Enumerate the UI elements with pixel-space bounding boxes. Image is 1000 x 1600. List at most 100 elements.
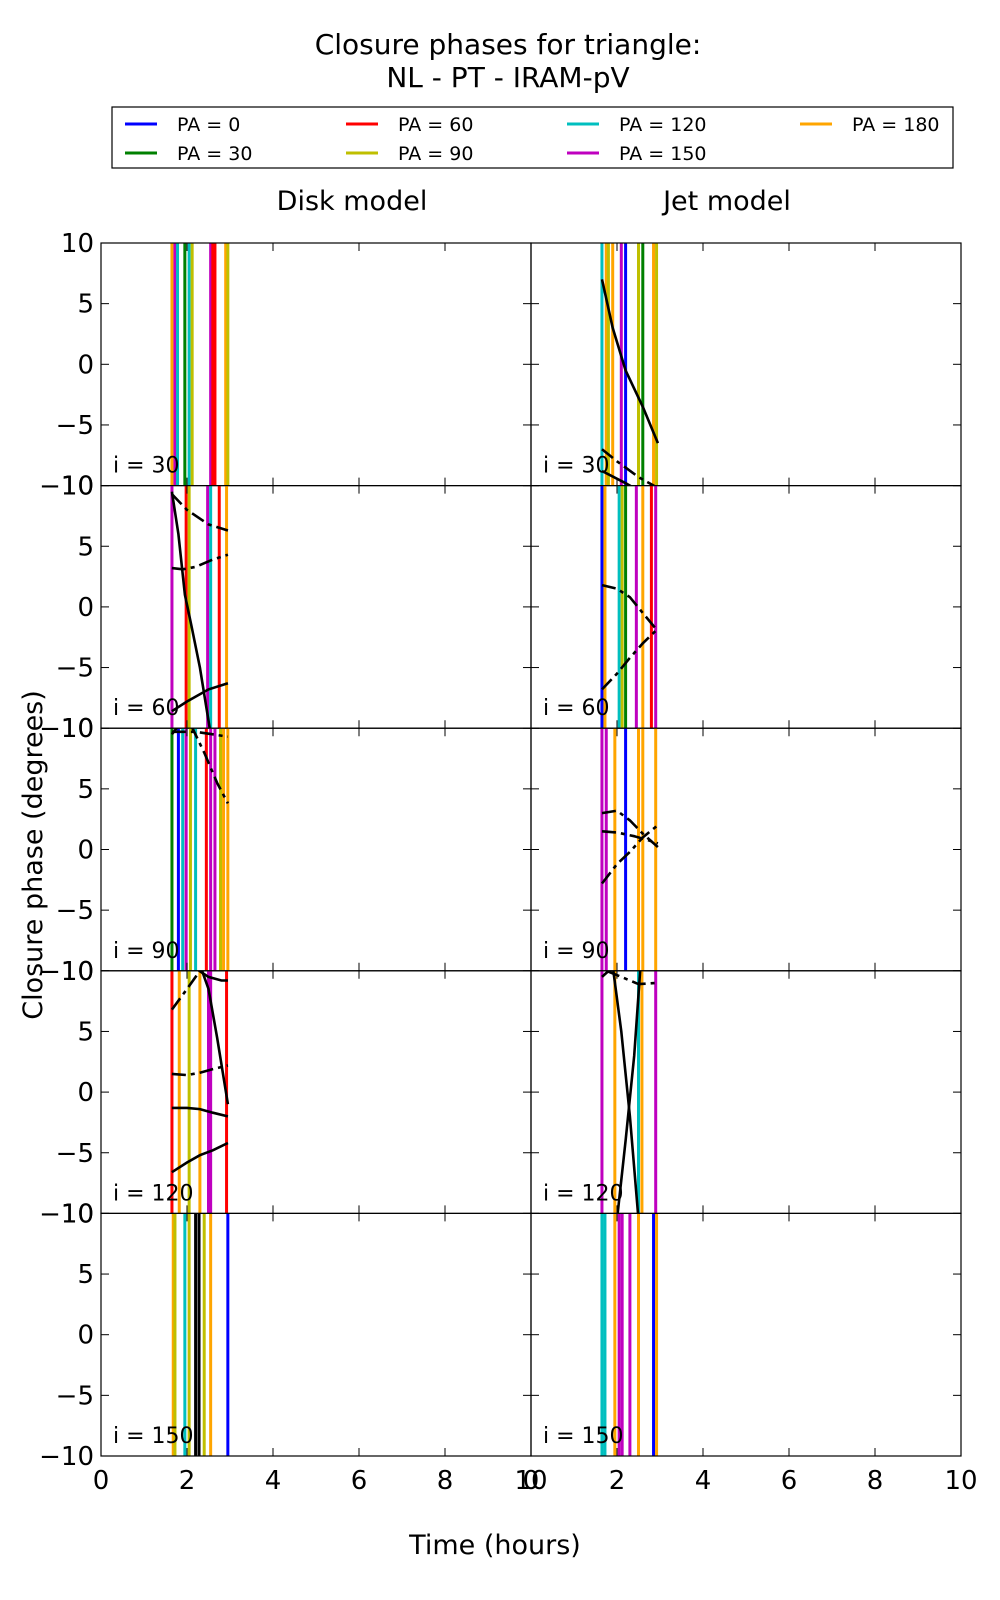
- panel-frame: [100, 970, 532, 1214]
- panel-jet-row-3: [600, 728, 659, 971]
- panel-frame: [100, 485, 532, 729]
- column-title-disk: Disk model: [277, 186, 428, 217]
- y-tick-label: 0: [77, 1321, 94, 1351]
- legend-label: PA = 30: [177, 143, 252, 165]
- closure-phase-curve: [601, 830, 659, 845]
- x-axis-label: Time (hours): [408, 1530, 581, 1561]
- legend: PA = 0 PA = 30 PA = 60 PA = 90 PA = 120 PA = …: [111, 106, 954, 169]
- panel-inclination-label: i = 90: [543, 939, 610, 964]
- panel-frame: [530, 1212, 962, 1457]
- y-tick-label: 0: [77, 1078, 94, 1108]
- panel-frame: [530, 242, 962, 487]
- y-tick-label: −10: [39, 472, 94, 502]
- panel-jet-row-5: [600, 1213, 659, 1456]
- closure-phase-curve: [601, 627, 659, 691]
- y-tick-label: −5: [56, 411, 94, 441]
- y-axis-label: Closure phase (degrees): [18, 690, 49, 1020]
- panel-jet-row-1: [600, 243, 660, 486]
- panel-inclination-label: i = 90: [113, 939, 180, 964]
- closure-phase-curve: [612, 970, 640, 1214]
- panel-inclination-label: i = 60: [113, 696, 180, 721]
- x-tick-label: 2: [179, 1466, 196, 1496]
- panel-inclination-label: i = 30: [543, 454, 610, 479]
- closure-phase-curve: [601, 809, 659, 849]
- y-tick-label: 5: [77, 1260, 94, 1290]
- panel-inclination-label: i = 60: [543, 696, 610, 721]
- y-tick-label: 5: [77, 775, 94, 805]
- panel-frame: [530, 485, 962, 729]
- legend-label: PA = 180: [852, 114, 940, 136]
- y-tick-label: −5: [56, 654, 94, 684]
- column-title-jet: Jet model: [661, 186, 791, 217]
- y-tick-label: −5: [56, 896, 94, 926]
- panel-inclination-label: i = 150: [113, 1424, 194, 1449]
- panel-frame: [100, 1212, 532, 1457]
- closure-phase-curve: [601, 583, 659, 633]
- y-tick-label: 5: [77, 290, 94, 320]
- x-tick-label: 0: [523, 1466, 540, 1496]
- y-tick-label: −10: [39, 957, 94, 987]
- closure-phase-curve: [170, 491, 212, 729]
- legend-label: PA = 150: [619, 143, 707, 165]
- legend-label: PA = 120: [619, 114, 707, 136]
- closure-phase-curve: [171, 1141, 229, 1174]
- panel-frame: [530, 970, 962, 1214]
- y-tick-label: 0: [77, 836, 94, 866]
- y-tick-label: 0: [77, 350, 94, 380]
- y-tick-label: 5: [77, 532, 94, 562]
- closure-phase-curve: [171, 730, 229, 738]
- closure-phase-curve: [601, 469, 633, 486]
- closure-phase-curve: [600, 279, 660, 444]
- closure-phase-curve: [600, 824, 659, 885]
- panel-inclination-label: i = 150: [543, 1424, 624, 1449]
- y-tick-label: 10: [61, 472, 94, 502]
- panel-disk-row-1: [170, 243, 230, 486]
- panel-jet-row-4: [600, 970, 658, 1214]
- legend-label: PA = 0: [177, 114, 240, 136]
- y-tick-label: 10: [61, 714, 94, 744]
- x-tick-label: 10: [944, 1466, 977, 1496]
- closure-phase-curve: [601, 448, 657, 486]
- panel-disk-row-4: [170, 970, 230, 1214]
- y-tick-label: 10: [61, 1199, 94, 1229]
- closure-phase-curve: [200, 970, 230, 1105]
- closure-phase-curve: [171, 682, 229, 713]
- panel-grid: i = 30 i = 30 10 5 0 −5 −10 i = 60 i = 60 10 5 0 −5 −…: [39, 229, 977, 1496]
- legend-label: PA = 60: [398, 114, 473, 136]
- y-tick-label: −5: [56, 1381, 94, 1411]
- x-tick-label: 2: [609, 1466, 626, 1496]
- panel-disk-row-5: [171, 1213, 230, 1456]
- x-tick-label: 0: [93, 1466, 110, 1496]
- y-tick-label: 10: [61, 957, 94, 987]
- panel-disk-row-2: [170, 485, 229, 729]
- x-tick-label: 4: [695, 1466, 712, 1496]
- y-tick-label: −10: [39, 714, 94, 744]
- y-tick-label: −10: [39, 1442, 94, 1472]
- closure-phase-curve: [171, 1064, 229, 1077]
- panel-frame: [100, 727, 532, 972]
- panel-inclination-label: i = 120: [113, 1181, 194, 1206]
- x-tick-label: 8: [437, 1466, 454, 1496]
- y-tick-label: −10: [39, 1199, 94, 1229]
- closure-phase-curve: [601, 970, 611, 978]
- closure-phase-curve: [171, 553, 229, 571]
- x-tick-label: 6: [781, 1466, 798, 1496]
- closure-phase-curve: [171, 1106, 229, 1118]
- legend-frame: [111, 106, 954, 169]
- panel-jet-row-2: [600, 485, 659, 729]
- panel-inclination-label: i = 120: [543, 1181, 624, 1206]
- y-tick-label: 0: [77, 593, 94, 623]
- figure-title-line2: NL - PT - IRAM-pV: [386, 61, 629, 94]
- y-tick-label: 5: [77, 1017, 94, 1047]
- closure-phase-curve: [616, 970, 642, 1214]
- x-tick-label: 6: [351, 1466, 368, 1496]
- closure-phase-curve: [170, 493, 229, 532]
- closure-phase-curve: [170, 970, 204, 1011]
- panel-frame: [100, 242, 532, 487]
- legend-label: PA = 90: [398, 143, 473, 165]
- y-tick-label: 10: [61, 229, 94, 259]
- y-tick-label: −5: [56, 1139, 94, 1169]
- panel-inclination-label: i = 30: [113, 454, 180, 479]
- x-tick-label: 4: [265, 1466, 282, 1496]
